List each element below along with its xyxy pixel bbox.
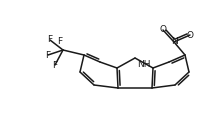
Text: N: N [171, 38, 177, 46]
Text: F: F [48, 36, 53, 45]
Text: F: F [46, 50, 51, 60]
Text: NH: NH [137, 60, 151, 69]
Text: O: O [186, 31, 194, 40]
Text: O: O [159, 26, 166, 35]
Text: F: F [57, 37, 62, 46]
Text: F: F [52, 60, 57, 70]
